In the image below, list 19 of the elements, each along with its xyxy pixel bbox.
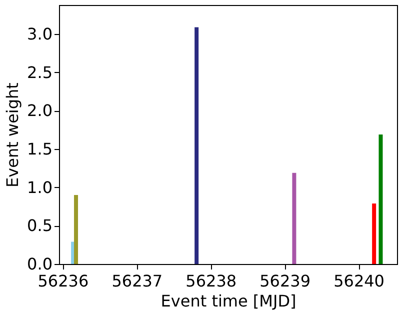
x-tick-label: 56239 xyxy=(260,272,311,290)
x-tick-label: 56238 xyxy=(186,272,237,290)
bar xyxy=(378,134,383,264)
y-tick-label: 2.5 xyxy=(27,62,52,82)
y-tick-label: 0.0 xyxy=(27,254,52,274)
y-tick-label: 3.0 xyxy=(27,24,52,44)
x-tick-label: 56236 xyxy=(38,272,89,290)
y-tick-label: 1.5 xyxy=(27,140,52,159)
y-tick-label: 2.0 xyxy=(27,101,52,120)
bar xyxy=(74,195,78,264)
x-tick-label: 56240 xyxy=(334,272,384,290)
bar xyxy=(194,27,199,264)
bar xyxy=(292,172,296,264)
x-tick-label: 56237 xyxy=(112,272,163,290)
y-tick-label: 1.0 xyxy=(27,178,52,197)
x-axis-title: Event time [MJD] xyxy=(160,292,296,310)
bar xyxy=(372,203,376,264)
y-tick-label: 0.5 xyxy=(27,216,52,236)
y-axis-title: Event weight xyxy=(3,82,22,188)
